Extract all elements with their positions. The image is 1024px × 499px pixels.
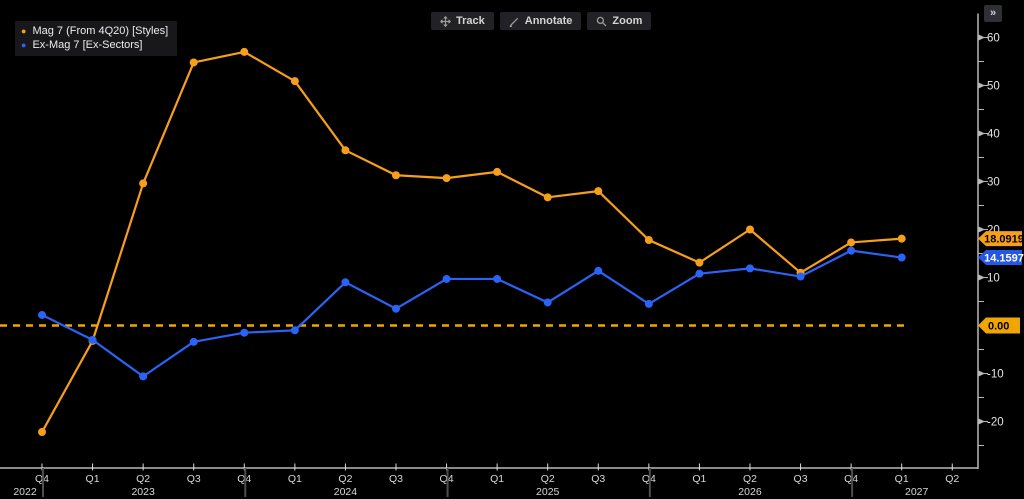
data-point[interactable] [796, 272, 805, 281]
y-major-tick-arrow-icon [978, 82, 985, 89]
data-point[interactable] [189, 58, 198, 67]
zoom-button[interactable]: Zoom [587, 12, 652, 30]
data-point[interactable] [38, 310, 46, 319]
data-point[interactable] [240, 47, 249, 56]
data-point[interactable] [442, 274, 451, 283]
data-point[interactable] [543, 193, 552, 202]
x-tick-label: Q2 [541, 473, 555, 485]
legend-item-mag7[interactable]: ● Mag 7 (From 4Q20) [Styles] [21, 24, 168, 38]
zero-value-badge [978, 317, 1020, 334]
data-point[interactable] [493, 274, 502, 283]
x-tick-label: Q2 [743, 473, 757, 485]
y-tick-label: 30 [987, 177, 1000, 189]
data-point[interactable] [847, 246, 856, 255]
y-major-tick-arrow-icon [978, 226, 985, 233]
zoom-button-label: Zoom [612, 15, 643, 27]
legend-item-label: Ex-Mag 7 [Ex-Sectors] [32, 39, 143, 51]
x-tick-label: Q1 [86, 473, 100, 485]
data-point[interactable] [290, 326, 299, 335]
annotate-button[interactable]: Annotate [499, 12, 582, 30]
year-label: 2024 [334, 486, 358, 498]
y-major-tick-arrow-icon [978, 34, 985, 41]
legend: ● Mag 7 (From 4Q20) [Styles] ● Ex-Mag 7 … [15, 21, 178, 56]
y-tick-label: -10 [987, 369, 1004, 381]
more-options-button[interactable]: » [984, 5, 1003, 22]
year-label: 2027 [905, 486, 929, 498]
data-point[interactable] [745, 225, 754, 234]
chart-toolbar: Track Annotate Zoom [431, 12, 652, 30]
x-tick-label: Q1 [895, 473, 909, 485]
data-point[interactable] [695, 269, 704, 278]
data-point[interactable] [644, 299, 653, 308]
data-point[interactable] [442, 174, 451, 183]
year-label: 2026 [738, 486, 762, 498]
data-point[interactable] [594, 187, 603, 196]
data-point[interactable] [341, 146, 350, 155]
last-value-badge-label: 14.1597 [984, 253, 1024, 265]
data-point[interactable] [88, 335, 97, 344]
data-point[interactable] [391, 171, 400, 180]
x-tick-label: Q3 [187, 473, 201, 485]
series-swatch-icon: ● [21, 40, 27, 50]
data-point[interactable] [391, 304, 400, 313]
data-point[interactable] [897, 253, 906, 262]
data-point[interactable] [189, 337, 198, 346]
y-major-tick-arrow-icon [978, 130, 985, 137]
y-tick-label: -20 [987, 417, 1004, 429]
y-tick-label: 40 [987, 129, 1000, 141]
data-point[interactable] [594, 266, 603, 275]
pencil-icon [509, 17, 518, 27]
series-swatch-icon: ● [21, 26, 27, 36]
data-point[interactable] [897, 234, 906, 243]
data-point[interactable] [543, 298, 552, 307]
data-point[interactable] [139, 372, 148, 381]
year-label: 2023 [131, 486, 155, 498]
series-line-1[interactable] [41, 249, 902, 378]
x-tick-label: Q2 [136, 473, 150, 485]
data-point[interactable] [139, 179, 148, 188]
y-major-tick-arrow-icon [978, 178, 985, 185]
last-value-badge-label: 18.0919 [984, 234, 1024, 246]
last-value-badge [978, 250, 1022, 266]
x-tick-label: Q1 [490, 473, 504, 485]
y-major-tick-arrow-icon [978, 274, 985, 281]
magnifier-icon [597, 16, 607, 26]
y-tick-label: 50 [987, 81, 1000, 93]
data-point[interactable] [745, 264, 754, 273]
x-tick-label: Q1 [288, 473, 302, 485]
y-major-tick-arrow-icon [978, 418, 985, 425]
x-tick-label: Q3 [389, 473, 403, 485]
legend-item-exmag7[interactable]: ● Ex-Mag 7 [Ex-Sectors] [21, 38, 168, 52]
series-line-0[interactable] [41, 50, 902, 433]
x-tick-label: Q2 [945, 473, 959, 485]
last-value-badge [978, 231, 1022, 247]
y-major-tick-arrow-icon [978, 370, 985, 377]
x-tick-label: Q3 [591, 473, 605, 485]
zero-value-badge-label: 0.00 [988, 321, 1009, 333]
year-label: 2025 [536, 486, 560, 498]
move-crosshair-icon [440, 15, 451, 27]
y-tick-label: 10 [987, 273, 1000, 285]
data-point[interactable] [38, 428, 46, 437]
track-button-label: Track [456, 15, 485, 27]
annotate-button-label: Annotate [524, 15, 573, 27]
x-tick-label: Q2 [338, 473, 352, 485]
data-point[interactable] [847, 238, 856, 247]
data-point[interactable] [290, 77, 299, 86]
y-tick-label: 60 [987, 33, 1000, 45]
x-tick-label: Q3 [794, 473, 808, 485]
data-point[interactable] [493, 167, 502, 176]
track-button[interactable]: Track [431, 12, 494, 30]
data-point[interactable] [644, 236, 653, 245]
data-point[interactable] [695, 258, 704, 267]
x-tick-label: Q1 [692, 473, 706, 485]
data-point[interactable] [240, 328, 249, 337]
data-point[interactable] [341, 278, 350, 287]
year-label: 2022 [13, 486, 37, 498]
legend-item-label: Mag 7 (From 4Q20) [Styles] [32, 25, 169, 37]
